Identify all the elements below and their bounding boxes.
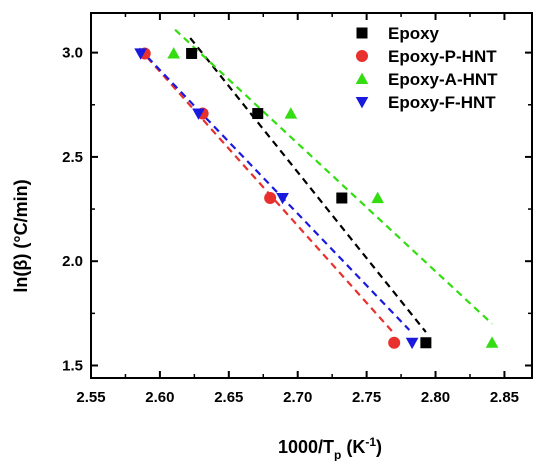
x-tick-label: 2.80 [421, 389, 450, 406]
x-axis-title-sup: -1 [365, 435, 376, 449]
x-tick-label: 2.65 [214, 389, 243, 406]
plot-area-border [90, 12, 533, 379]
x-tick-label: 2.55 [76, 389, 105, 406]
data-points [134, 47, 499, 350]
data-point-epoxy-a-hnt [485, 336, 499, 348]
axis-ticks [90, 13, 532, 378]
data-point-epoxy-a-hnt [371, 191, 384, 204]
legend-label-epoxy-a-hnt: Epoxy-A-HNT [388, 70, 498, 89]
legend-label-epoxy-p-hnt: Epoxy-P-HNT [388, 47, 497, 66]
legend-marker-epoxy-f-hnt [355, 96, 369, 109]
x-axis-title-main: 1000/T [278, 437, 334, 457]
data-point-epoxy [252, 108, 264, 120]
data-point-epoxy-a-hnt [284, 107, 298, 119]
legend-label-epoxy: Epoxy [388, 24, 440, 43]
x-tick-label: 2.75 [352, 389, 381, 406]
data-point-epoxy [336, 192, 348, 204]
data-point-epoxy [186, 47, 198, 59]
fit-line-epoxy-a-hnt [174, 28, 493, 325]
fit-line-epoxy-f-hnt [138, 47, 411, 331]
legend-marker-epoxy-a-hnt [355, 72, 369, 85]
x-axis-title-sub: p [334, 448, 341, 461]
data-point-epoxy-p-hnt [264, 192, 277, 205]
tick-labels: 2.55 2.60 2.65 2.70 2.75 2.80 2.85 1.5 2.0 2.5 3.0 [62, 45, 519, 406]
x-axis-title-close: ) [376, 437, 382, 457]
x-tick-label: 2.70 [283, 389, 312, 406]
x-axis-title: 1000/Tp (K-1) [278, 435, 382, 461]
legend-marker-epoxy-p-hnt [356, 50, 368, 62]
data-point-epoxy-p-hnt [388, 336, 401, 349]
x-tick-label: 2.85 [490, 389, 519, 406]
y-tick-label: 2.5 [62, 149, 83, 166]
y-tick-label: 2.0 [62, 253, 83, 270]
y-tick-label: 3.0 [62, 45, 83, 62]
data-point-epoxy-f-hnt [192, 108, 205, 120]
plot-frame [90, 12, 533, 379]
data-point-epoxy-f-hnt [405, 337, 419, 350]
data-point-epoxy-f-hnt [276, 192, 289, 205]
x-tick-label: 2.60 [145, 389, 174, 406]
data-point-epoxy [420, 337, 432, 349]
fit-lines [138, 28, 493, 333]
legend-marker-epoxy [356, 27, 368, 39]
legend: Epoxy Epoxy-P-HNT Epoxy-A-HNT Epoxy-F-HNT [355, 24, 498, 112]
data-point-epoxy-f-hnt [134, 48, 147, 60]
data-point-epoxy-a-hnt [167, 47, 181, 59]
fit-line-epoxy [189, 37, 427, 333]
fit-line-epoxy-p-hnt [138, 47, 394, 333]
y-tick-label: 1.5 [62, 357, 83, 374]
legend-label-epoxy-f-hnt: Epoxy-F-HNT [388, 93, 496, 112]
y-axis-title: ln(β) (°C/min) [11, 179, 31, 292]
x-axis-title-unit: (K [341, 437, 365, 457]
